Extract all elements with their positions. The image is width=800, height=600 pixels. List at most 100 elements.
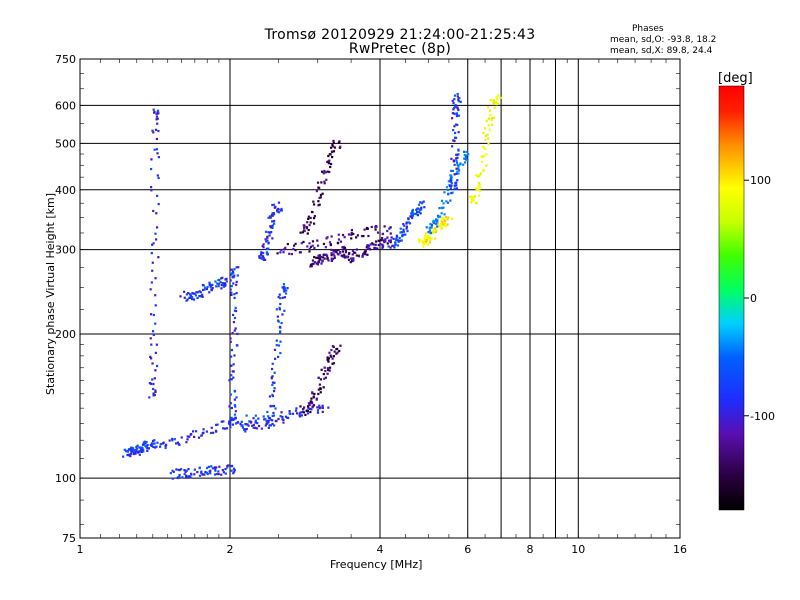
data-point <box>271 394 274 398</box>
data-point <box>343 246 347 249</box>
data-point <box>288 410 291 413</box>
data-point <box>441 221 444 224</box>
data-point <box>234 327 237 330</box>
phases-o-mode-stats: mean, sd,O: -93.8, 18.2 <box>610 35 717 45</box>
data-point <box>139 448 142 451</box>
data-point <box>401 234 404 237</box>
data-point <box>337 238 341 241</box>
data-point <box>410 212 413 215</box>
data-point <box>319 406 322 409</box>
data-point <box>350 237 353 240</box>
data-point <box>350 231 353 235</box>
data-point <box>155 137 159 141</box>
data-point <box>343 236 346 239</box>
data-point <box>440 206 443 209</box>
data-point <box>280 207 283 211</box>
data-point <box>201 295 204 298</box>
data-point <box>465 150 468 154</box>
data-point <box>456 179 459 182</box>
data-point <box>235 283 238 286</box>
data-point <box>279 302 282 306</box>
data-point <box>198 466 201 470</box>
data-point <box>330 150 334 153</box>
data-point <box>311 240 315 243</box>
data-point <box>232 276 235 279</box>
data-point <box>389 232 392 235</box>
data-point <box>331 258 335 261</box>
data-point <box>487 137 490 140</box>
data-point <box>230 268 233 271</box>
data-point <box>369 243 372 246</box>
data-point <box>221 282 224 285</box>
data-point <box>400 231 404 234</box>
data-point <box>229 288 232 291</box>
data-point <box>294 249 297 252</box>
data-point <box>332 250 335 253</box>
data-point <box>244 428 247 431</box>
data-point <box>264 417 267 421</box>
data-point <box>463 157 466 160</box>
data-point <box>154 322 157 325</box>
data-point <box>138 446 141 449</box>
data-point <box>436 219 439 222</box>
data-point <box>289 412 292 416</box>
data-point <box>264 424 267 427</box>
data-point <box>155 118 158 121</box>
data-point <box>321 406 325 410</box>
data-point <box>351 260 354 263</box>
data-point <box>443 213 446 216</box>
data-point <box>202 284 205 287</box>
data-point <box>191 295 194 299</box>
data-point <box>171 469 174 472</box>
data-point <box>276 315 280 318</box>
data-point <box>313 261 317 264</box>
x-tick-label: 4 <box>377 543 384 556</box>
data-point <box>132 452 135 456</box>
data-point <box>233 296 236 300</box>
data-point <box>321 192 324 195</box>
data-point <box>255 427 258 430</box>
data-point <box>399 227 402 230</box>
data-point <box>375 247 378 250</box>
colorbar-gradient <box>718 85 745 511</box>
data-point <box>391 244 394 247</box>
data-point <box>231 270 235 273</box>
data-point <box>454 104 457 107</box>
data-point <box>415 210 419 214</box>
data-point <box>453 106 456 110</box>
data-point <box>254 419 257 422</box>
data-point <box>317 376 320 379</box>
data-point <box>240 420 243 423</box>
data-point <box>153 446 157 449</box>
data-point <box>395 235 399 239</box>
data-point <box>140 446 143 449</box>
data-point <box>382 239 385 242</box>
data-point <box>326 356 329 359</box>
data-point <box>330 235 333 238</box>
data-point <box>326 170 329 173</box>
data-point <box>480 155 483 159</box>
data-point <box>316 181 320 184</box>
data-point <box>292 247 295 251</box>
data-point <box>262 243 265 246</box>
data-point <box>280 248 283 252</box>
data-point <box>281 286 284 289</box>
data-point <box>306 221 309 224</box>
data-point <box>153 148 156 151</box>
data-point <box>329 162 333 166</box>
data-point <box>271 422 274 426</box>
data-point <box>205 471 209 474</box>
data-point <box>171 477 174 480</box>
data-point <box>413 212 416 215</box>
data-point <box>326 367 329 370</box>
data-point <box>331 357 334 360</box>
data-point <box>224 284 227 288</box>
data-point <box>223 282 227 285</box>
data-point <box>152 333 155 336</box>
data-point <box>302 411 306 414</box>
data-point <box>384 238 387 241</box>
data-point <box>355 248 358 251</box>
data-point <box>435 229 438 232</box>
data-point <box>330 248 333 252</box>
data-point <box>149 337 152 340</box>
